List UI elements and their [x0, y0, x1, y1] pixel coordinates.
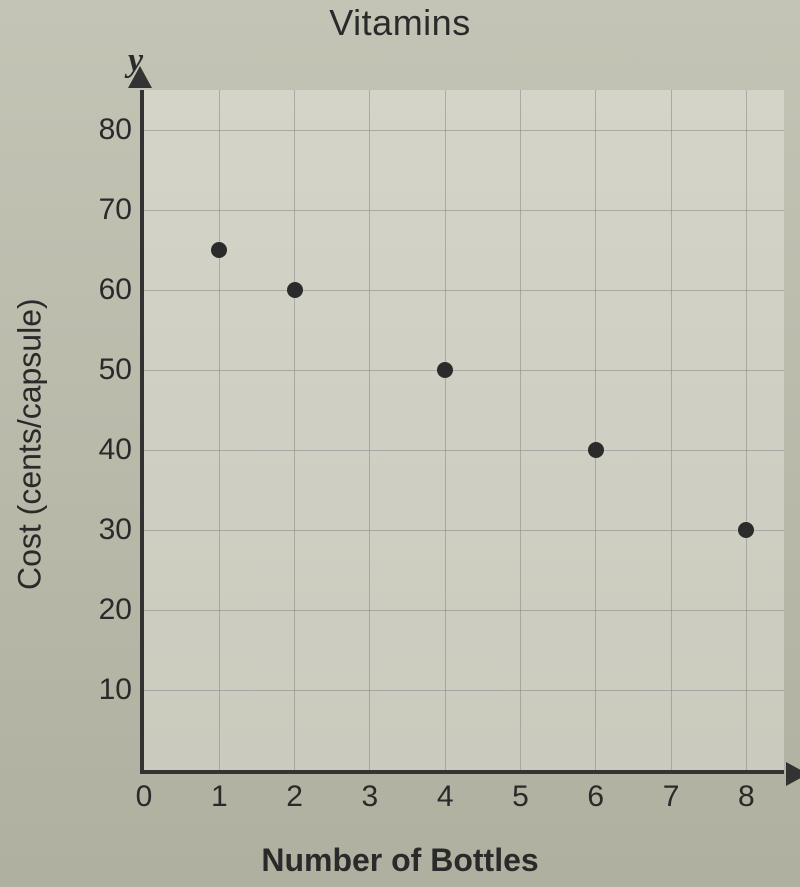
x-axis-label: Number of Bottles: [261, 842, 538, 879]
gridline-horizontal: [144, 450, 784, 451]
data-point: [738, 522, 754, 538]
y-tick-label: 20: [99, 593, 144, 627]
y-tick-label: 60: [99, 273, 144, 307]
gridline-vertical: [595, 90, 596, 770]
y-tick-label: 50: [99, 353, 144, 387]
gridline-vertical: [369, 90, 370, 770]
gridline-vertical: [445, 90, 446, 770]
gridline-horizontal: [144, 130, 784, 131]
gridline-vertical: [520, 90, 521, 770]
x-tick-label: 6: [587, 770, 604, 814]
x-tick-label: 5: [512, 770, 529, 814]
y-tick-label: 80: [99, 113, 144, 147]
data-point: [437, 362, 453, 378]
y-axis-label: Cost (cents/capsule): [12, 298, 49, 590]
gridline-horizontal: [144, 610, 784, 611]
x-tick-label: 2: [286, 770, 303, 814]
x-axis-arrow-icon: [786, 762, 800, 786]
gridline-vertical: [746, 90, 747, 770]
data-point: [287, 282, 303, 298]
x-tick-label: 3: [362, 770, 379, 814]
chart-container: Vitamins y Cost (cents/capsule) Number o…: [0, 0, 800, 887]
gridline-vertical: [294, 90, 295, 770]
x-tick-label: 1: [211, 770, 228, 814]
gridline-horizontal: [144, 290, 784, 291]
data-point: [211, 242, 227, 258]
x-tick-label: 4: [437, 770, 454, 814]
gridline-vertical: [671, 90, 672, 770]
data-point: [588, 442, 604, 458]
y-axis-arrow-icon: [128, 66, 152, 88]
gridline-horizontal: [144, 370, 784, 371]
x-tick-label: 8: [738, 770, 755, 814]
y-tick-label: 40: [99, 433, 144, 467]
gridline-vertical: [219, 90, 220, 770]
y-tick-label: 10: [99, 673, 144, 707]
gridline-horizontal: [144, 690, 784, 691]
x-tick-label: 7: [663, 770, 680, 814]
y-tick-label: 70: [99, 193, 144, 227]
chart-title: Vitamins: [329, 2, 470, 44]
gridline-horizontal: [144, 530, 784, 531]
gridline-horizontal: [144, 210, 784, 211]
x-tick-label: 0: [136, 770, 153, 814]
y-tick-label: 30: [99, 513, 144, 547]
plot-area: 1020304050607080012345678: [140, 90, 784, 774]
